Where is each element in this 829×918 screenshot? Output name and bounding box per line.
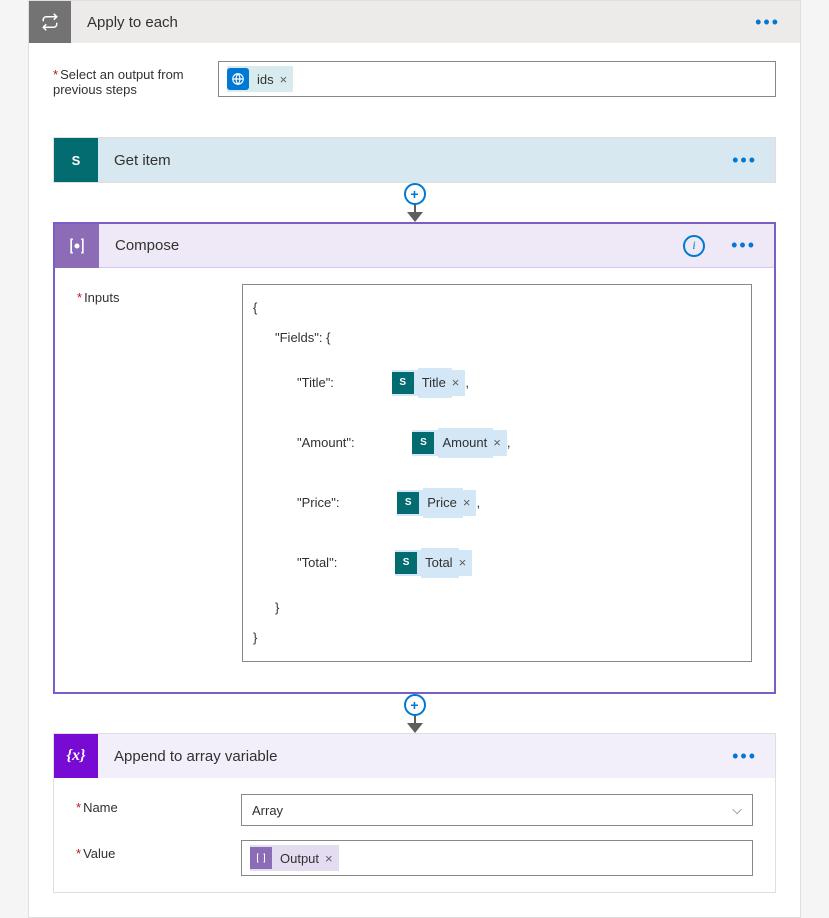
remove-token-icon[interactable]: × <box>493 428 507 458</box>
apply-to-each-header[interactable]: Apply to each ••• <box>29 1 800 43</box>
title-token[interactable]: S Title × <box>392 370 466 396</box>
ids-token[interactable]: ids × <box>227 66 293 92</box>
add-step-button-1[interactable]: + <box>404 183 426 205</box>
sharepoint-icon: S <box>412 432 434 454</box>
compose-menu-button[interactable]: ••• <box>713 235 774 256</box>
connector-2: + <box>53 694 776 733</box>
select-output-input[interactable]: ids × <box>218 61 776 97</box>
get-item-menu-button[interactable]: ••• <box>714 150 775 171</box>
get-item-card: S Get item ••• <box>53 137 776 183</box>
apply-to-each-title: Apply to each <box>71 14 735 31</box>
sharepoint-icon: S <box>54 138 98 182</box>
append-header[interactable]: {x} Append to array variable ••• <box>54 734 775 778</box>
compose-card: Compose i ••• *Inputs { "Fields": { "T <box>53 222 776 694</box>
append-card: {x} Append to array variable ••• *Name A… <box>53 733 776 893</box>
sharepoint-icon: S <box>392 372 414 394</box>
output-token[interactable]: Output × <box>250 845 339 871</box>
apply-to-each-card: Apply to each ••• *Select an output from… <box>28 0 801 918</box>
compose-title: Compose <box>99 237 683 254</box>
code-line-amount: "Amount": S Amount × , <box>253 413 741 473</box>
name-value: Array <box>252 803 283 818</box>
value-label: *Value <box>76 840 241 861</box>
compose-icon <box>250 847 272 869</box>
variable-icon: {x} <box>54 734 98 778</box>
sharepoint-icon: S <box>397 492 419 514</box>
append-title: Append to array variable <box>98 748 714 765</box>
select-output-label: *Select an output from previous steps <box>53 61 218 97</box>
name-label: *Name <box>76 794 241 815</box>
apply-to-each-menu-button[interactable]: ••• <box>735 12 800 33</box>
code-line-total: "Total": S Total × <box>253 533 741 593</box>
compose-icon <box>55 224 99 268</box>
sharepoint-icon: S <box>395 552 417 574</box>
inputs-label: *Inputs <box>77 284 242 305</box>
add-step-button-2[interactable]: + <box>404 694 426 716</box>
required-star: * <box>53 67 58 82</box>
code-line-title: "Title": S Title × , <box>253 353 741 413</box>
code-line-price: "Price": S Price × , <box>253 473 741 533</box>
get-item-title: Get item <box>98 152 714 169</box>
price-token[interactable]: S Price × <box>397 490 476 516</box>
append-menu-button[interactable]: ••• <box>714 746 775 767</box>
loop-icon <box>29 1 71 43</box>
amount-token[interactable]: S Amount × <box>412 430 506 456</box>
get-item-header[interactable]: S Get item ••• <box>54 138 775 182</box>
remove-token-icon[interactable]: × <box>452 368 466 398</box>
value-input[interactable]: Output × <box>241 840 753 876</box>
remove-token-icon[interactable]: × <box>463 488 477 518</box>
globe-icon <box>227 68 249 90</box>
inputs-code-input[interactable]: { "Fields": { "Title": S Title × , <box>242 284 752 662</box>
chevron-down-icon: ⌵ <box>732 802 742 818</box>
connector-1: + <box>53 183 776 222</box>
remove-token-icon[interactable]: × <box>280 72 294 87</box>
compose-info-button[interactable]: i <box>683 235 705 257</box>
name-select[interactable]: Array ⌵ <box>241 794 753 826</box>
remove-token-icon[interactable]: × <box>325 851 339 866</box>
total-token[interactable]: S Total × <box>395 550 472 576</box>
compose-header[interactable]: Compose i ••• <box>55 224 774 268</box>
remove-token-icon[interactable]: × <box>459 548 473 578</box>
